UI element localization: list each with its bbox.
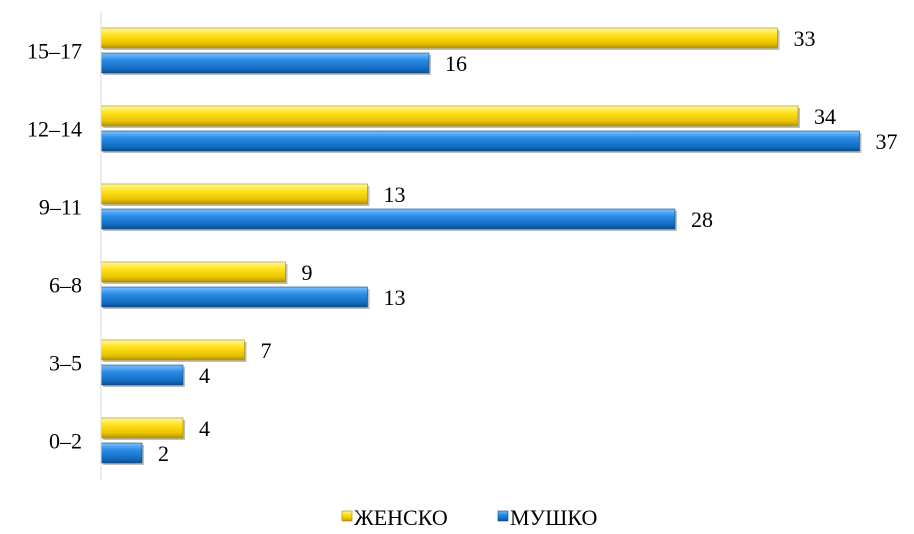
bar-series-1-3 [100, 183, 368, 205]
data-label: 13 [384, 285, 406, 310]
category-tick-label: 6–8 [49, 273, 82, 298]
bar-series-2-2 [100, 286, 368, 308]
bars-group [100, 27, 862, 465]
data-label: 34 [814, 104, 836, 129]
data-label: 2 [158, 441, 169, 466]
category-axis-labels: 0–2 3–5 6–8 9–11 12–14 15–17 [27, 39, 82, 454]
bar-series-2-1 [100, 364, 184, 386]
data-label: 37 [876, 129, 898, 154]
legend-swatch [341, 510, 353, 522]
data-label: 28 [691, 207, 713, 232]
legend: ЖЕНСКО МУШКО [341, 505, 597, 530]
bar-series-1-4 [100, 105, 799, 127]
data-label: 9 [302, 260, 313, 285]
legend-swatch [497, 510, 509, 522]
category-tick-label: 3–5 [49, 351, 82, 376]
data-label: 16 [445, 51, 467, 76]
bar-series-2-5 [100, 52, 430, 74]
bar-series-1-5 [100, 27, 778, 49]
bar-series-1-1 [100, 339, 245, 361]
legend-label: ЖЕНСКО [354, 505, 448, 530]
data-label: 4 [199, 416, 210, 441]
category-tick-label: 0–2 [49, 429, 82, 454]
data-labels-group: 4 2 7 4 9 13 13 28 34 37 33 16 [158, 26, 898, 466]
category-tick-label: 12–14 [27, 117, 82, 142]
bar-series-1-2 [100, 261, 286, 283]
data-label: 13 [384, 182, 406, 207]
bar-series-1-0 [100, 417, 184, 439]
data-label: 4 [199, 363, 210, 388]
bar-series-2-4 [100, 130, 860, 152]
category-tick-label: 9–11 [39, 195, 82, 220]
bar-series-2-0 [100, 442, 143, 464]
data-label: 7 [261, 338, 272, 363]
legend-label: МУШКО [510, 505, 597, 530]
bar-series-2-3 [100, 208, 676, 230]
data-label: 33 [794, 26, 816, 51]
category-tick-label: 15–17 [27, 39, 82, 64]
